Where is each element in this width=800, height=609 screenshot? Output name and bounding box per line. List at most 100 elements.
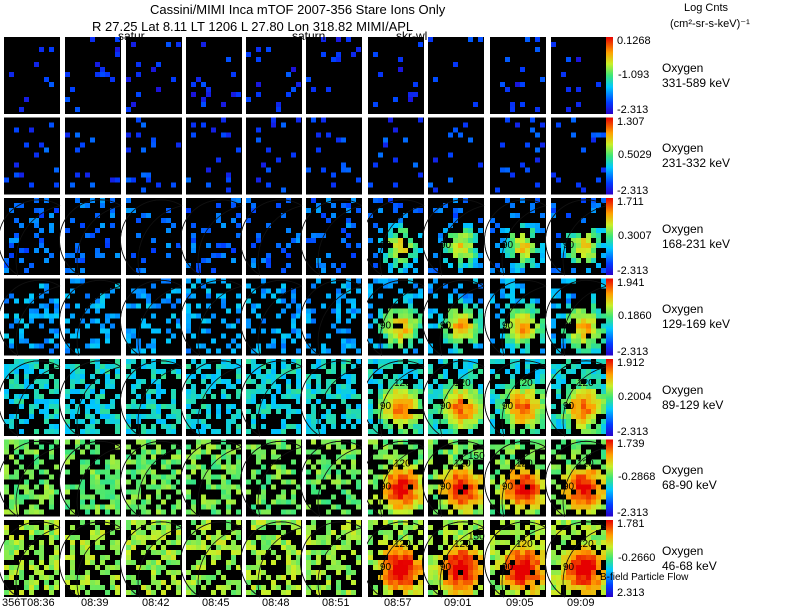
heatmap-cell bbox=[300, 198, 363, 276]
heatmap-cell bbox=[422, 439, 485, 517]
species-label: Oxygen bbox=[662, 543, 704, 558]
heatmap-cell bbox=[0, 278, 61, 356]
heatmap-cell bbox=[490, 117, 546, 195]
colorbar bbox=[606, 37, 613, 114]
heatmap-cell bbox=[545, 359, 608, 437]
heatmap-cell bbox=[240, 278, 303, 356]
colorbar-max-label: 1.711 bbox=[617, 196, 644, 208]
colorbar-max-label: 1.739 bbox=[617, 437, 645, 450]
time-tick-label: 356T08:36 bbox=[2, 597, 55, 609]
time-tick-label: 08:57 bbox=[384, 597, 412, 609]
contour-label: 120 bbox=[454, 378, 471, 389]
colorbar-max-label: 1.941 bbox=[617, 276, 645, 289]
heatmap-cell bbox=[545, 198, 608, 276]
heatmap-cell bbox=[126, 117, 182, 195]
species-label: Oxygen bbox=[662, 141, 704, 155]
energy-range-label: 46-68 keV bbox=[662, 558, 717, 573]
heatmap-cell bbox=[551, 117, 607, 195]
heatmap-cell bbox=[545, 520, 608, 598]
colorbar bbox=[606, 198, 613, 275]
heatmap-cell bbox=[422, 520, 485, 598]
colorbar-min-label: -2.313 bbox=[617, 345, 649, 358]
colorbar bbox=[606, 278, 613, 356]
heatmap-cell bbox=[422, 359, 485, 437]
colorbar-mid-label: 0.3007 bbox=[618, 229, 652, 242]
contour-label: 90 bbox=[563, 240, 575, 251]
contour-label: 90 bbox=[563, 401, 575, 412]
heatmap-cell bbox=[120, 278, 183, 356]
units-label: Log Cnts bbox=[684, 2, 729, 14]
panel-label-saturn: saturn bbox=[292, 29, 326, 43]
colorbar-mid-label: -0.2868 bbox=[618, 471, 656, 483]
heatmap-cell bbox=[180, 359, 243, 437]
species-label: Oxygen bbox=[662, 382, 704, 397]
energy-band-label: Oxygen 129-169 keV bbox=[662, 302, 730, 332]
units-sublabel: (cm²-sr-s-keV)⁻¹ bbox=[670, 18, 750, 30]
heatmap-cell bbox=[368, 117, 424, 195]
plot-subtitle: R 27.25 Lat 8.11 LT 1206 L 27.80 Lon 318… bbox=[92, 19, 414, 34]
contour-label: 120 bbox=[577, 458, 594, 469]
colorbar-mid-label: -0.2660 bbox=[618, 551, 656, 564]
heatmap-cell bbox=[240, 439, 303, 517]
heatmap-cell bbox=[368, 37, 424, 114]
colorbar-max-label: 1.307 bbox=[617, 115, 645, 128]
contour-label: 90 bbox=[380, 401, 392, 412]
heatmap-cell bbox=[59, 278, 122, 356]
heatmap-cell bbox=[484, 520, 547, 598]
heatmap-cell bbox=[240, 359, 303, 437]
colorbar bbox=[606, 439, 613, 517]
contour-label: 90 bbox=[380, 321, 392, 332]
time-tick-label: 08:48 bbox=[262, 597, 290, 609]
contour-label: 120 bbox=[516, 458, 533, 469]
contour-label: 90 bbox=[502, 240, 514, 251]
contour-label: 90 bbox=[563, 321, 575, 332]
heatmap-cell bbox=[362, 439, 425, 517]
heatmap-cell bbox=[180, 439, 243, 517]
colorbar-min-label: -2.313 bbox=[617, 184, 649, 197]
heatmap-cell bbox=[120, 520, 183, 598]
colorbar bbox=[606, 117, 613, 195]
contour-label: 90 bbox=[502, 401, 514, 412]
heatmap-cell bbox=[300, 278, 363, 356]
heatmap-cell bbox=[0, 520, 61, 598]
heatmap-cell bbox=[240, 520, 303, 598]
time-tick-label: 09:01 bbox=[444, 597, 472, 609]
contour-label: 90 bbox=[502, 321, 514, 332]
contour-label: 90 bbox=[440, 482, 452, 493]
heatmap-cell bbox=[0, 359, 61, 437]
colorbar-min-label: -2.313 bbox=[617, 506, 649, 519]
heatmap-cell bbox=[0, 198, 61, 276]
heatmap-cell bbox=[59, 359, 122, 437]
panel-label-skr-wl: skr-wl bbox=[396, 29, 428, 43]
colorbar-min-label: -2.313 bbox=[617, 104, 649, 116]
colorbar-mid-label: 0.5029 bbox=[618, 149, 652, 161]
energy-range-label: 231-332 keV bbox=[662, 156, 731, 170]
panel-separator bbox=[362, 34, 367, 598]
species-label: Oxygen bbox=[662, 221, 704, 236]
energy-band-label: Oxygen 168-231 keV bbox=[662, 222, 730, 252]
heatmap-cell bbox=[186, 37, 242, 114]
heatmap-cell bbox=[428, 117, 484, 195]
time-tick-label: 09:05 bbox=[506, 597, 534, 609]
heatmap-cell bbox=[362, 359, 425, 437]
contour-label: 90 bbox=[440, 240, 452, 251]
contour-label: 120 bbox=[577, 378, 594, 389]
heatmap-cell bbox=[422, 198, 485, 276]
heatmap-cell bbox=[180, 520, 243, 598]
colorbar-mid-label: 0.2004 bbox=[618, 390, 652, 403]
heatmap-cell bbox=[180, 278, 243, 356]
colorbar-mid-label: -1.093 bbox=[618, 68, 650, 81]
contour-label: 150 bbox=[468, 531, 485, 542]
heatmap-cell bbox=[362, 198, 425, 276]
colorbar-max-label: 1.912 bbox=[617, 357, 645, 369]
heatmap-cell bbox=[59, 520, 122, 598]
heatmap-cell bbox=[422, 278, 485, 356]
heatmap-cell bbox=[545, 278, 608, 356]
contour-label: 120 bbox=[516, 539, 533, 550]
heatmap-cell bbox=[65, 117, 121, 195]
heatmap-cell bbox=[484, 359, 547, 437]
heatmap-cell bbox=[300, 359, 363, 437]
panel-label-satur: satur bbox=[118, 29, 145, 43]
heatmap-cell bbox=[484, 198, 547, 276]
